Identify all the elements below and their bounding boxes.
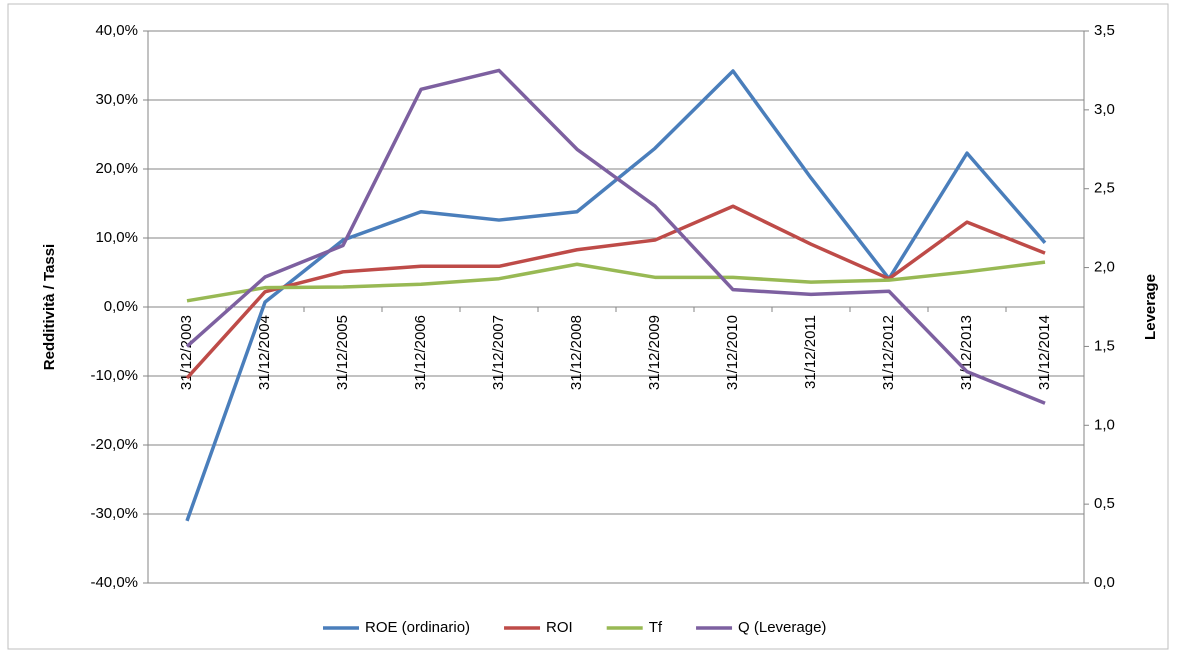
- y-tick-label: 0,0%: [104, 298, 138, 315]
- x-tick-label: 31/12/2012: [880, 315, 897, 390]
- y-tick-label: -30,0%: [90, 505, 138, 522]
- y2-axis-title: Leverage: [1142, 274, 1159, 340]
- y-tick-label: 10,0%: [95, 229, 138, 246]
- x-tick-label: 31/12/2004: [256, 315, 273, 390]
- x-tick-label: 31/12/2014: [1036, 315, 1053, 390]
- x-tick-label: 31/12/2009: [646, 315, 663, 390]
- y2-tick-label: 3,0: [1094, 101, 1115, 118]
- x-tick-label: 31/12/2011: [802, 315, 819, 389]
- y-tick-label: 40,0%: [95, 22, 138, 39]
- y2-tick-label: 2,5: [1094, 180, 1115, 197]
- y-tick-label: 20,0%: [95, 160, 138, 177]
- y2-tick-label: 0,5: [1094, 495, 1115, 512]
- y2-tick-label: 2,0: [1094, 259, 1115, 276]
- series-line: [185, 68, 1046, 405]
- x-tick-label: 31/12/2006: [412, 315, 429, 390]
- y-tick-label: 30,0%: [95, 91, 138, 108]
- x-tick-label: 31/12/2010: [724, 315, 741, 390]
- x-tick-label: 31/12/2013: [958, 315, 975, 390]
- legend-label: Q (Leverage): [738, 619, 826, 636]
- series-line: [186, 260, 1046, 303]
- x-tick-label: 31/12/2005: [334, 315, 351, 390]
- series-line: [185, 204, 1046, 380]
- y-tick-label: -20,0%: [90, 436, 138, 453]
- y-tick-label: -40,0%: [90, 574, 138, 591]
- y2-tick-label: 1,0: [1094, 416, 1115, 433]
- x-tick-label: 31/12/2003: [178, 315, 195, 390]
- y-axis-title: Redditività / Tassi: [41, 244, 58, 370]
- y2-tick-label: 0,0: [1094, 574, 1115, 591]
- legend-label: ROI: [546, 619, 573, 636]
- y2-tick-label: 1,5: [1094, 337, 1115, 354]
- y2-tick-label: 3,5: [1094, 22, 1115, 39]
- chart-frame: [7, 3, 1169, 650]
- x-tick-label: 31/12/2007: [490, 315, 507, 390]
- y-tick-label: -10,0%: [90, 367, 138, 384]
- legend-label: Tf: [649, 619, 663, 636]
- x-tick-label: 31/12/2008: [568, 315, 585, 390]
- legend-label: ROE (ordinario): [365, 619, 470, 636]
